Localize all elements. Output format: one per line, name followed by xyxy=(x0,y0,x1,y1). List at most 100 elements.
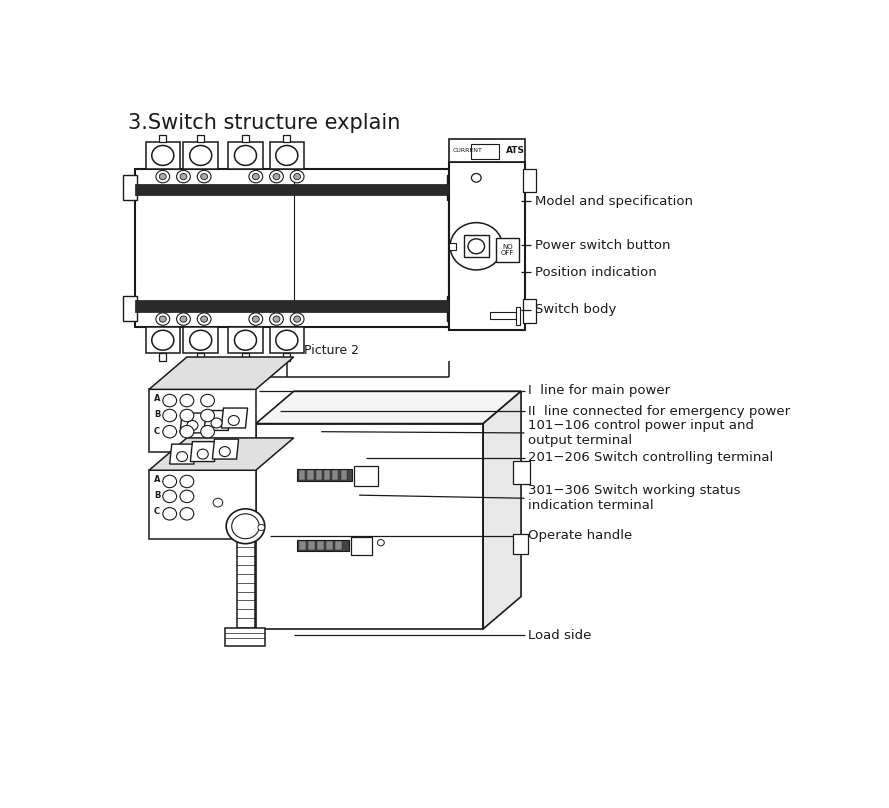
Bar xyxy=(523,299,535,323)
Bar xyxy=(308,541,315,549)
Circle shape xyxy=(163,394,177,406)
Bar xyxy=(490,312,517,319)
Bar xyxy=(447,296,461,321)
Circle shape xyxy=(159,316,166,322)
Bar xyxy=(340,470,347,480)
Bar xyxy=(159,135,166,142)
Text: C: C xyxy=(154,427,160,436)
Bar xyxy=(297,469,352,481)
Circle shape xyxy=(156,170,170,183)
Text: II  line connected for emergency power: II line connected for emergency power xyxy=(528,405,790,418)
Circle shape xyxy=(201,410,214,422)
Bar xyxy=(197,352,204,361)
Circle shape xyxy=(187,420,198,431)
Circle shape xyxy=(201,426,214,438)
Circle shape xyxy=(258,524,265,531)
Polygon shape xyxy=(204,410,230,431)
Circle shape xyxy=(177,452,188,461)
Bar xyxy=(449,139,525,162)
Circle shape xyxy=(180,490,194,503)
Circle shape xyxy=(197,170,211,183)
Text: CURRENT: CURRENT xyxy=(453,148,482,153)
Circle shape xyxy=(273,174,280,179)
Circle shape xyxy=(226,509,265,544)
Bar xyxy=(269,142,304,169)
Bar xyxy=(324,470,330,480)
Circle shape xyxy=(152,330,174,350)
Text: A: A xyxy=(154,393,160,402)
Circle shape xyxy=(232,514,260,539)
Circle shape xyxy=(189,330,212,350)
Bar xyxy=(449,162,525,330)
Bar xyxy=(513,461,530,484)
Text: Switch body: Switch body xyxy=(535,303,616,316)
Bar xyxy=(159,352,166,361)
Bar xyxy=(228,327,263,353)
Bar xyxy=(297,540,348,551)
Circle shape xyxy=(276,330,298,350)
Circle shape xyxy=(163,426,177,438)
Bar xyxy=(146,142,180,169)
Text: I  line for main power: I line for main power xyxy=(528,384,670,397)
Circle shape xyxy=(197,449,208,459)
Bar xyxy=(135,184,449,196)
Circle shape xyxy=(235,330,257,350)
Circle shape xyxy=(276,145,298,166)
Circle shape xyxy=(180,507,194,520)
Bar xyxy=(228,142,263,169)
Text: 301−306 Switch working status
indication terminal: 301−306 Switch working status indication… xyxy=(528,484,741,512)
Bar xyxy=(256,423,484,629)
Circle shape xyxy=(378,540,384,545)
Text: Power switch button: Power switch button xyxy=(535,238,670,251)
Text: Picture 2: Picture 2 xyxy=(304,344,359,357)
Text: 101−106 control power input and
output terminal: 101−106 control power input and output t… xyxy=(528,419,754,447)
Bar xyxy=(226,629,266,646)
Circle shape xyxy=(159,174,166,179)
Bar xyxy=(316,470,322,480)
Bar xyxy=(242,135,249,142)
Circle shape xyxy=(180,426,194,438)
Bar xyxy=(355,465,379,486)
Circle shape xyxy=(201,174,208,179)
Bar xyxy=(517,306,520,326)
Circle shape xyxy=(252,174,260,179)
Bar xyxy=(269,327,304,353)
Polygon shape xyxy=(180,413,206,433)
Circle shape xyxy=(252,316,260,322)
Bar xyxy=(523,169,535,192)
Polygon shape xyxy=(212,440,238,459)
Polygon shape xyxy=(484,391,521,629)
Text: NO
OFF: NO OFF xyxy=(501,244,515,256)
Polygon shape xyxy=(190,442,217,461)
Bar xyxy=(496,242,503,250)
Text: Operate handle: Operate handle xyxy=(528,529,632,542)
Bar xyxy=(135,169,449,327)
Text: 3.Switch structure explain: 3.Switch structure explain xyxy=(128,112,401,133)
Polygon shape xyxy=(149,438,293,470)
Circle shape xyxy=(273,316,280,322)
Bar xyxy=(123,296,137,321)
Circle shape xyxy=(177,170,190,183)
Circle shape xyxy=(180,316,187,322)
Bar xyxy=(236,526,255,629)
Bar xyxy=(351,537,372,555)
Bar xyxy=(183,142,218,169)
Text: 201−206 Switch controlling terminal: 201−206 Switch controlling terminal xyxy=(528,452,773,465)
Text: C: C xyxy=(154,507,160,516)
Circle shape xyxy=(269,313,284,326)
Circle shape xyxy=(163,475,177,488)
Circle shape xyxy=(197,313,211,326)
Polygon shape xyxy=(256,391,521,423)
Bar xyxy=(284,352,290,361)
Circle shape xyxy=(189,145,212,166)
Bar xyxy=(464,235,489,258)
Circle shape xyxy=(450,223,502,270)
Bar xyxy=(317,541,324,549)
Circle shape xyxy=(249,170,263,183)
Circle shape xyxy=(177,313,190,326)
Text: B: B xyxy=(154,490,160,499)
Circle shape xyxy=(468,239,485,254)
Circle shape xyxy=(152,145,174,166)
Bar xyxy=(300,470,306,480)
Circle shape xyxy=(163,490,177,503)
